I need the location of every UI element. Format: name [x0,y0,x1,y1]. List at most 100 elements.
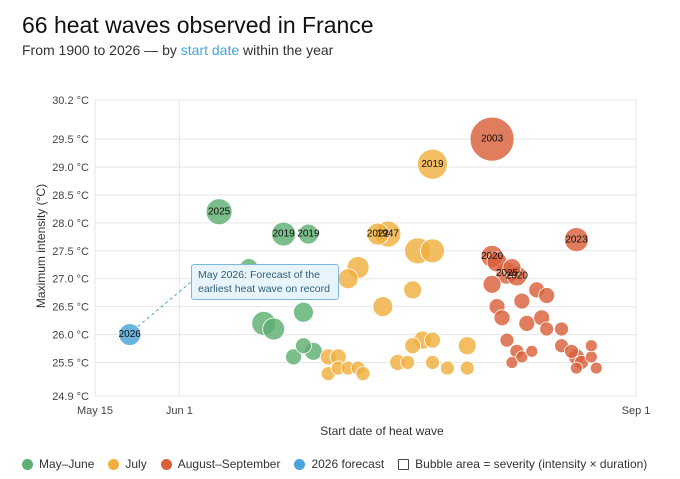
bubble-july [417,148,448,180]
bubble-year-label: 2022 [367,229,390,240]
plot-frame [94,99,637,397]
bubble-forecast [118,323,142,346]
bubble-aug_sep [515,350,529,364]
legend-item-aug-sep: August–September [160,457,281,471]
bubble-july [403,280,423,300]
bubble-july [425,355,440,370]
legend-label-forecast: 2026 forecast [311,457,385,471]
bubble-year-label: 2026 [119,329,142,340]
y-tick-label: 30.2 °C [52,95,89,107]
bubble-year-label: 2025 [208,206,231,217]
x-tick-labels: May 15 Jun 1 Sep 1 [77,405,650,417]
legend: May–June July August–September 2026 fore… [22,457,647,471]
bubble-year-label: 2023 [565,234,588,245]
legend-label-july: July [125,457,147,471]
bubble-aug_sep [538,287,556,304]
bubble-year-label: 2020 [481,251,504,262]
y-tick-label: 27.0 °C [52,274,89,286]
legend-swatch-may-june [22,458,33,470]
x-tick-label: Jun 1 [166,405,193,417]
bubble-july [400,355,416,370]
legend-item-july: July [108,457,147,471]
y-tick-label: 27.5 °C [52,246,89,258]
bubbles [118,116,603,382]
forecast-annotation: May 2026: Forecast of the earliest heat … [191,264,339,301]
bubble-may_june [262,317,286,341]
bubble-july [459,360,475,376]
bubble-aug_sep [564,343,579,359]
bubble-july [420,238,445,264]
bubble-may_june [295,337,312,355]
bubble-year-label: 2020 [506,271,529,282]
bubble-year-label: 2025 [496,268,519,279]
x-axis-label: Start date of heat wave [320,424,444,438]
annotation-leader-line [137,281,192,327]
bubble-july [355,366,371,382]
bubble-aug_sep [518,314,536,332]
bubble-year-label: 2019 [297,229,320,240]
bubble-aug_sep [584,339,598,353]
y-tick-label: 26.5 °C [52,302,89,314]
bubble-aug_sep [554,321,569,337]
bubble-july [457,336,477,356]
y-tick-label: 28.0 °C [52,218,89,230]
subtitle-suffix: within the year [239,42,334,58]
y-tick-label: 24.9 °C [52,391,89,403]
bubble-aug_sep [505,356,519,369]
bubble-aug_sep [482,274,502,294]
legend-size-note: Bubble area = severity (intensity × dura… [415,457,648,471]
bubble-year-label: 2019 [272,229,295,240]
y-axis-label: Maximum intensity (°C) [34,184,48,308]
bubble-aug_sep [513,292,531,310]
bubble-july [372,296,394,318]
y-tick-label: 28.5 °C [52,190,89,202]
y-tick-label: 25.5 °C [52,357,89,369]
legend-swatch-aug-sep [160,458,172,470]
legend-item-forecast: 2026 forecast [294,457,384,471]
bubble-aug_sep [469,116,515,162]
bubble-year-label: 2003 [481,134,504,145]
bubble-may_june [298,223,319,245]
bubble-may_june [205,198,233,226]
chart-subtitle: From 1900 to 2026 — by start date within… [22,42,333,58]
legend-label-may-june: May–June [39,457,95,471]
legend-item-size-note: Bubble area = severity (intensity × dura… [398,457,647,471]
bubble-july [424,331,441,349]
bubble-may_june [285,348,302,366]
bubble-july [404,337,422,355]
chart-title: 66 heat waves observed in France [22,12,374,38]
bubble-aug_sep [584,350,598,364]
y-tick-label: 26.0 °C [52,330,89,342]
square-icon [398,458,410,470]
legend-label-aug-sep: August–September [177,457,281,471]
bubble-aug_sep [570,361,583,375]
legend-swatch-forecast [294,458,306,470]
y-tick-label: 29.5 °C [52,134,89,146]
y-tick-labels: 24.9 °C 25.5 °C 26.0 °C 26.5 °C 27.0 °C 27.5 … [52,95,89,403]
x-tick-label: May 15 [77,405,113,417]
y-tick-label: 29.0 °C [52,162,89,174]
bubble-aug_sep [564,227,589,253]
bubble-year-label: 1947 [377,229,400,240]
subtitle-prefix: From 1900 to 2026 — by [22,42,181,58]
bubble-aug_sep [589,361,603,375]
bubble-may_june [293,301,314,323]
bubble-aug_sep [499,332,515,348]
bubble-may_june [271,221,297,247]
bubble-aug_sep [493,309,511,327]
subtitle-highlight: start date [180,42,240,58]
legend-swatch-july [108,458,120,470]
grid [94,99,637,397]
bubble-july [439,360,455,376]
bubble-aug_sep [539,321,555,337]
legend-item-may-june: May–June [22,457,94,471]
bubble-aug_sep [525,344,539,358]
bubble-july [337,268,359,290]
bubble-july [366,222,390,246]
x-tick-label: Sep 1 [622,405,651,417]
bubble-year-label: 2019 [421,159,444,170]
bubble-aug_sep [502,258,522,277]
